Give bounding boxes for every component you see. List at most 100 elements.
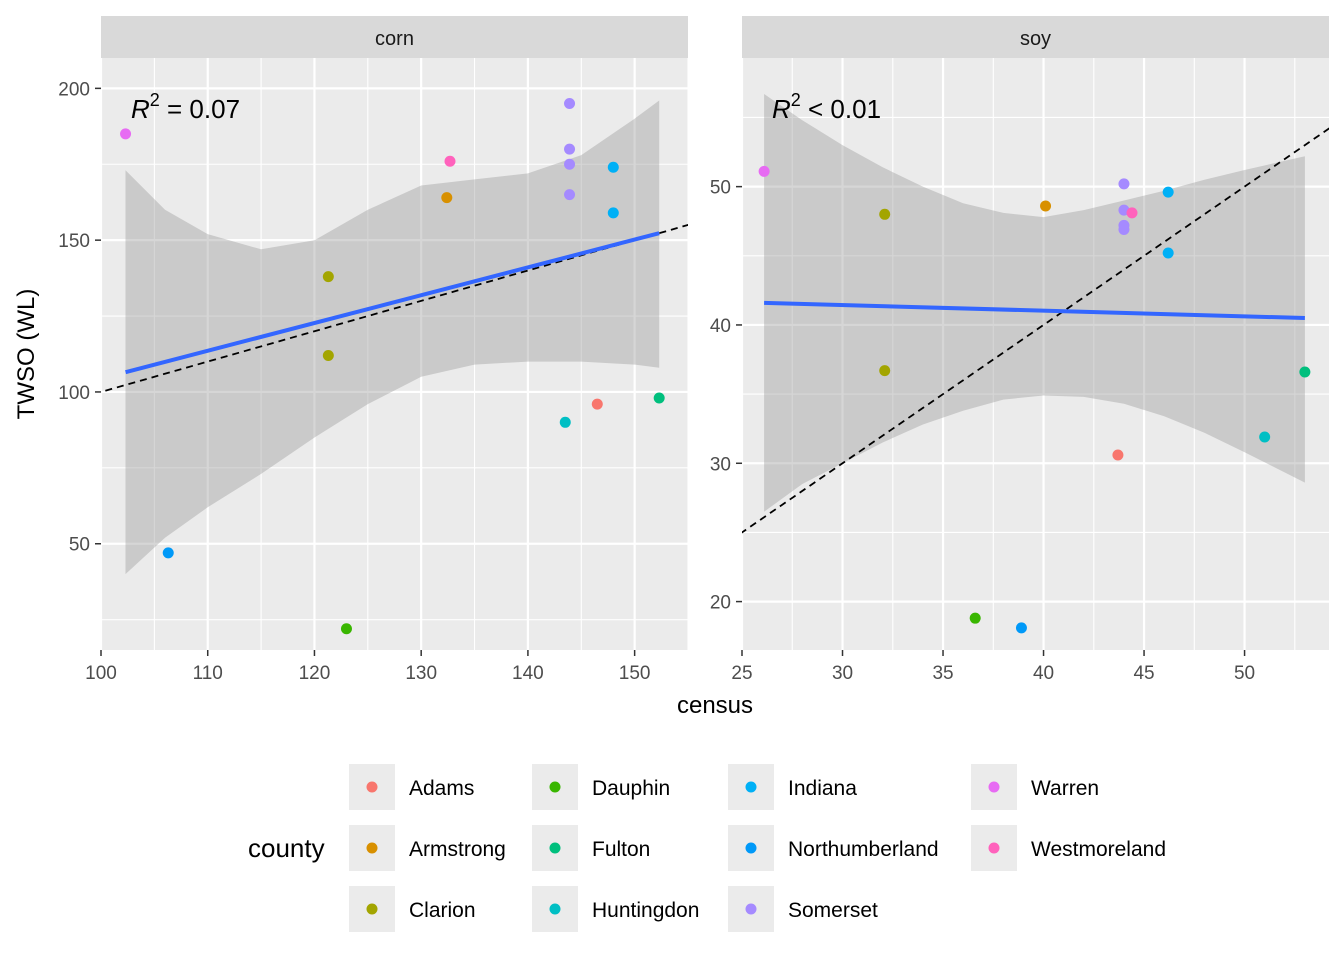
point-fulton: [653, 392, 665, 404]
legend-swatch: [988, 842, 1000, 854]
point-warren: [758, 165, 770, 177]
strip-label: soy: [1020, 28, 1051, 50]
panel-soy: soy R2 < 0.01 25 30 35 40 45 50 20 30 40 50: [710, 16, 1329, 684]
legend-swatch: [366, 842, 378, 854]
axes: 25 30 35 40 45 50 20 30 40 50: [710, 178, 1255, 684]
legend-swatch: [549, 903, 561, 915]
strip-bg: [101, 16, 688, 58]
grid: [740, 58, 1329, 650]
legend-label: Northumberland: [788, 838, 939, 861]
point-westmoreland: [1126, 207, 1138, 219]
x-tick-label: 40: [1033, 663, 1054, 684]
point-somerset: [564, 98, 576, 110]
point-northumberland: [1015, 622, 1027, 634]
legend-item-clarion: Clarion: [349, 886, 476, 932]
point-adams: [591, 398, 603, 410]
r-squared-annotation: R2 < 0.01: [772, 90, 881, 124]
legend-label: Adams: [409, 777, 474, 800]
legend-label: Armstrong: [409, 838, 506, 861]
point-indiana: [607, 207, 619, 219]
legend-label: Indiana: [788, 777, 857, 800]
point-somerset: [1118, 224, 1130, 236]
legend-item-armstrong: Armstrong: [349, 825, 506, 871]
x-tick-label: 30: [832, 663, 853, 684]
legend-swatch: [366, 781, 378, 793]
legend-swatch: [988, 781, 1000, 793]
point-fulton: [1299, 366, 1311, 378]
y-tick-label: 30: [710, 454, 731, 475]
point-somerset: [1118, 178, 1130, 190]
y-tick-label: 150: [58, 231, 90, 252]
x-tick-label: 45: [1133, 663, 1154, 684]
legend-swatch: [745, 903, 757, 915]
r-squared-annotation: R2 = 0.07: [131, 90, 240, 124]
legend-label: Dauphin: [592, 777, 670, 800]
point-indiana: [1162, 186, 1174, 198]
point-indiana: [607, 161, 619, 173]
x-tick-label: 100: [85, 663, 117, 684]
point-northumberland: [162, 547, 174, 559]
legend-swatch: [745, 842, 757, 854]
point-huntingdon: [559, 416, 571, 428]
axes: 100 110 120 130 140 150 50 100 150 200: [58, 79, 650, 684]
legend-label: Huntingdon: [592, 899, 699, 922]
regression-line: [764, 300, 1305, 321]
legend-item-fulton: Fulton: [532, 825, 650, 871]
grid: [99, 58, 689, 650]
regression-line: [125, 231, 660, 375]
x-axis-title: census: [677, 692, 753, 719]
point-armstrong: [1040, 200, 1052, 212]
legend-item-westmoreland: Westmoreland: [971, 825, 1166, 871]
legend-swatch: [745, 781, 757, 793]
y-tick-label: 50: [69, 535, 90, 556]
point-somerset: [564, 143, 576, 155]
legend-item-dauphin: Dauphin: [532, 764, 670, 810]
point-clarion: [322, 271, 334, 283]
point-somerset: [564, 189, 576, 201]
x-tick-label: 120: [299, 663, 331, 684]
legend-item-somerset: Somerset: [728, 886, 878, 932]
confidence-band: [764, 94, 1305, 512]
x-tick-label: 25: [731, 663, 752, 684]
plot-area: [101, 98, 688, 635]
strip-bg: [742, 16, 1329, 58]
legend-label: Somerset: [788, 899, 878, 922]
legend-item-adams: Adams: [349, 764, 474, 810]
point-somerset: [564, 158, 576, 170]
x-tick-label: 140: [512, 663, 544, 684]
legend-label: Fulton: [592, 838, 650, 861]
panel-corn: corn R2 = 0.07 100 110 120 130 140 150 50 100 150 2…: [58, 16, 689, 684]
legend-label: Warren: [1031, 777, 1099, 800]
legend-swatch: [549, 781, 561, 793]
x-tick-label: 50: [1234, 663, 1255, 684]
facet-panels: corn R2 = 0.07 100 110 120 130 140 150 50 100 150 2…: [58, 16, 1329, 684]
legend-swatch: [366, 903, 378, 915]
plot-area: [742, 94, 1329, 634]
legend-label: Westmoreland: [1031, 838, 1166, 861]
y-tick-label: 20: [710, 593, 731, 614]
x-tick-label: 35: [932, 663, 953, 684]
point-clarion: [879, 208, 891, 220]
point-armstrong: [441, 192, 453, 204]
legend-item-warren: Warren: [971, 764, 1099, 810]
y-tick-label: 200: [58, 79, 90, 100]
point-huntingdon: [1259, 431, 1271, 443]
legend-label: Clarion: [409, 899, 476, 922]
legend-title: county: [248, 833, 325, 863]
x-tick-label: 110: [193, 663, 223, 684]
y-tick-label: 40: [710, 316, 731, 337]
confidence-band: [125, 100, 660, 575]
point-clarion: [879, 365, 891, 377]
x-tick-label: 150: [619, 663, 651, 684]
point-adams: [1112, 449, 1124, 461]
y-axis-title: TWSO (WL): [13, 289, 40, 420]
point-westmoreland: [444, 155, 456, 167]
point-indiana: [1162, 247, 1174, 259]
y-tick-label: 100: [58, 383, 90, 404]
point-warren: [120, 128, 132, 140]
point-dauphin: [340, 623, 352, 635]
strip-label: corn: [375, 28, 414, 50]
legend: county Adams Armstrong Clarion Dauphin Fulto…: [248, 764, 1166, 932]
legend-swatch: [549, 842, 561, 854]
